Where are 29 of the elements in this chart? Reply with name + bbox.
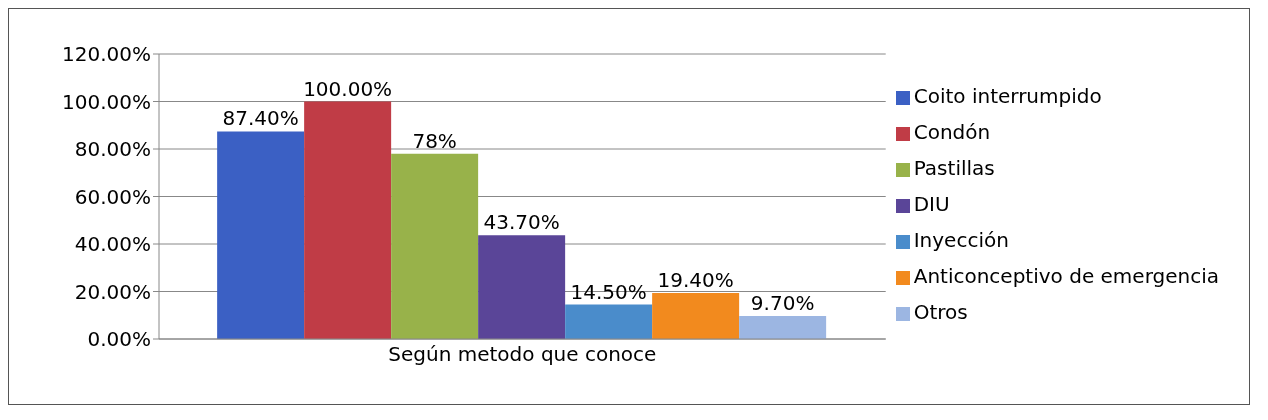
- legend-label: Anticonceptivo de emergencia: [913, 264, 1219, 288]
- y-tick-label: 0.00%: [87, 327, 151, 352]
- bar: [739, 315, 827, 339]
- y-tick-label: 120.00%: [62, 42, 151, 67]
- bar: [565, 304, 653, 339]
- bar: [478, 235, 566, 339]
- legend-label: DIU: [913, 192, 950, 216]
- data-label: 14.50%: [570, 279, 647, 304]
- y-tick-label: 20.00%: [74, 279, 151, 304]
- legend-label: Pastillas: [913, 156, 995, 180]
- y-tick-label: 80.00%: [74, 137, 151, 162]
- data-label: 19.40%: [657, 267, 734, 292]
- bar: [217, 131, 305, 339]
- data-label: 43.70%: [483, 210, 560, 235]
- y-tick-label: 60.00%: [74, 184, 151, 209]
- y-tick-label: 100.00%: [62, 89, 151, 114]
- legend-label: Coito interrumpido: [913, 84, 1102, 108]
- data-label: 87.40%: [222, 106, 299, 131]
- bar: [304, 101, 392, 339]
- data-label: 78%: [412, 128, 457, 153]
- legend-label: Inyección: [913, 228, 1009, 252]
- y-tick-label: 40.00%: [74, 232, 151, 257]
- bar: [652, 292, 740, 339]
- legend-label: Otros: [913, 300, 968, 324]
- data-label: 9.70%: [750, 290, 815, 315]
- bar: [391, 153, 479, 339]
- data-label: 100.00%: [303, 76, 393, 101]
- legend-label: Condón: [913, 120, 991, 144]
- x-tick-label: Según metodo que conoce: [388, 342, 657, 367]
